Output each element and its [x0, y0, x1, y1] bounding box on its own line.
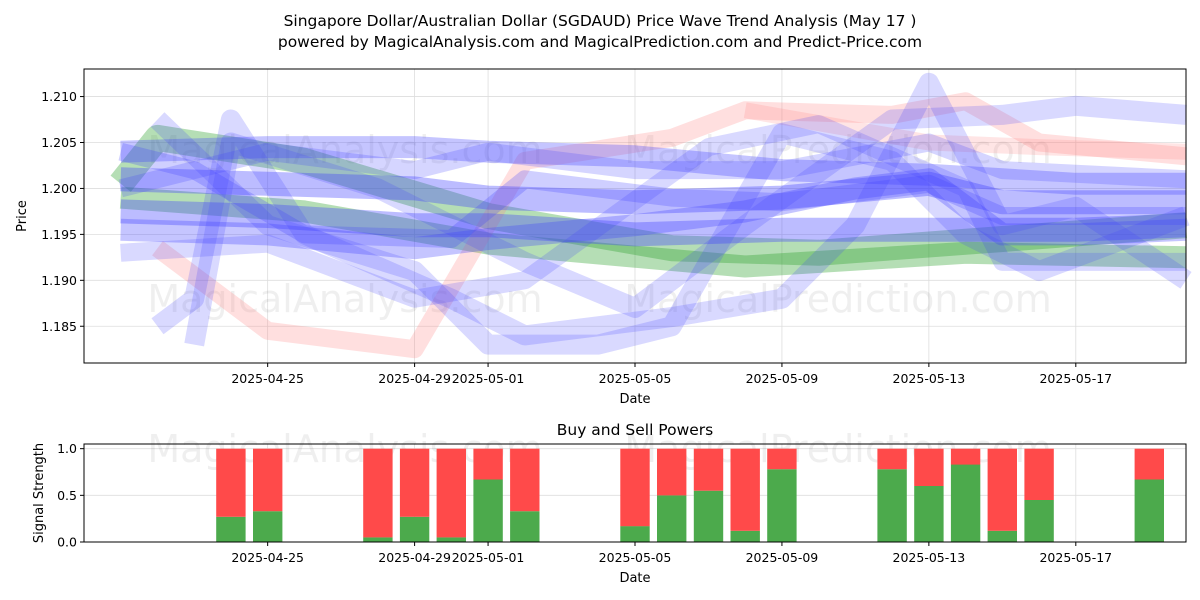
wave-band-blue — [120, 167, 1186, 215]
price-y-ticks: 1.185 1.190 1.195 1.200 1.205 1.210 — [41, 89, 84, 334]
y-tick-label: 1.190 — [41, 273, 77, 288]
wave-band-green — [110, 124, 1187, 266]
buy-bar — [253, 511, 283, 542]
sell-bar — [657, 448, 687, 496]
buy-bar — [657, 495, 687, 542]
sell-bar — [693, 448, 724, 491]
buy-bar — [1024, 500, 1054, 542]
y-tick-label: 1.0 — [57, 441, 77, 456]
x-tick-label: 2025-04-29 — [378, 371, 451, 386]
buy-bar — [363, 537, 393, 542]
x-tick-label: 2025-05-09 — [746, 550, 819, 565]
x-tick-label: 2025-05-17 — [1039, 550, 1112, 565]
power-x-ticks: 2025-04-25 2025-04-29 2025-05-01 2025-05-05… — [231, 542, 1112, 565]
power-title: Buy and Sell Powers — [557, 421, 714, 439]
wave-band-red — [152, 92, 1187, 359]
sell-bar — [987, 448, 1017, 531]
buy-bar — [620, 526, 650, 542]
x-tick-label: 2025-05-01 — [452, 371, 525, 386]
sell-bar — [363, 448, 393, 538]
watermark: MagicalPrediction.com — [624, 128, 1052, 172]
sell-bar — [730, 448, 760, 531]
sell-bar — [877, 448, 907, 470]
buy-bar — [436, 537, 466, 542]
sell-bar — [399, 448, 430, 517]
power-y-label: Signal Strength — [32, 443, 47, 543]
y-tick-label: 1.200 — [41, 181, 77, 196]
wave-band-blue — [120, 168, 1187, 260]
wave-band-blue — [150, 112, 1190, 355]
buy-bar — [216, 516, 246, 542]
y-tick-label: 1.205 — [41, 135, 77, 150]
x-tick-label: 2025-05-05 — [599, 550, 672, 565]
x-tick-label: 2025-05-09 — [746, 371, 819, 386]
buy-bar — [399, 516, 430, 542]
y-tick-label: 1.195 — [41, 227, 77, 242]
wave-band-blue — [184, 95, 1187, 347]
buy-bar — [914, 486, 944, 542]
price-grid — [84, 69, 1186, 363]
sell-bar — [510, 448, 540, 512]
buy-bar — [877, 469, 907, 542]
y-tick-label: 0.5 — [57, 488, 77, 503]
price-y-label: Price — [15, 200, 30, 232]
wave-band-blue — [118, 133, 1187, 198]
x-tick-label: 2025-05-13 — [893, 550, 966, 565]
buy-bar — [987, 530, 1017, 542]
buy-bar — [510, 511, 540, 542]
wave-band-blue — [120, 199, 1187, 247]
wave-band-blue — [118, 142, 1186, 248]
price-x-ticks: 2025-04-25 2025-04-29 2025-05-01 2025-05-05… — [231, 363, 1112, 386]
wave-band-blue — [151, 72, 1192, 346]
x-tick-label: 2025-05-17 — [1039, 371, 1112, 386]
chart-title: Singapore Dollar/Australian Dollar (SGDA… — [284, 12, 917, 30]
price-x-label: Date — [619, 392, 650, 407]
watermark: MagicalAnalysis.com — [147, 128, 542, 172]
watermark: MagicalAnalysis.com — [147, 277, 542, 321]
wave-band-red — [743, 102, 1187, 160]
sell-bar — [914, 448, 944, 486]
power-bars — [216, 448, 1164, 542]
buy-bar — [693, 490, 724, 542]
x-tick-label: 2025-05-01 — [452, 550, 525, 565]
buy-bar — [950, 464, 981, 542]
x-tick-label: 2025-05-05 — [599, 371, 672, 386]
buy-bar — [767, 469, 797, 542]
watermark: MagicalPrediction.com — [624, 277, 1052, 321]
sell-bar — [436, 448, 466, 538]
power-y-ticks: 0.0 0.5 1.0 — [57, 441, 84, 550]
sell-bar — [1134, 448, 1164, 480]
sell-bar — [216, 448, 246, 517]
wave-band-green — [119, 186, 1187, 278]
sell-bar — [620, 448, 650, 527]
buy-bar — [1134, 479, 1164, 542]
chart-subtitle: powered by MagicalAnalysis.com and Magic… — [278, 33, 922, 51]
price-bands — [110, 72, 1192, 359]
x-tick-label: 2025-05-13 — [893, 371, 966, 386]
x-tick-label: 2025-04-25 — [231, 550, 304, 565]
buy-bar — [730, 530, 760, 542]
x-tick-label: 2025-04-25 — [231, 371, 304, 386]
sell-bar — [1024, 448, 1054, 500]
power-x-label: Date — [619, 571, 650, 586]
price-watermarks: MagicalAnalysis.com MagicalPrediction.co… — [147, 128, 1051, 321]
wave-band-blue — [120, 115, 1186, 308]
y-tick-label: 0.0 — [57, 535, 77, 550]
wave-band-blue — [120, 136, 1186, 195]
sell-bar — [767, 448, 797, 470]
sell-bar — [253, 448, 283, 512]
sell-bar — [473, 448, 503, 480]
x-tick-label: 2025-04-29 — [378, 550, 451, 565]
sell-bar — [950, 448, 981, 465]
y-tick-label: 1.210 — [41, 89, 77, 104]
buy-bar — [473, 479, 503, 542]
y-tick-label: 1.185 — [41, 319, 77, 334]
